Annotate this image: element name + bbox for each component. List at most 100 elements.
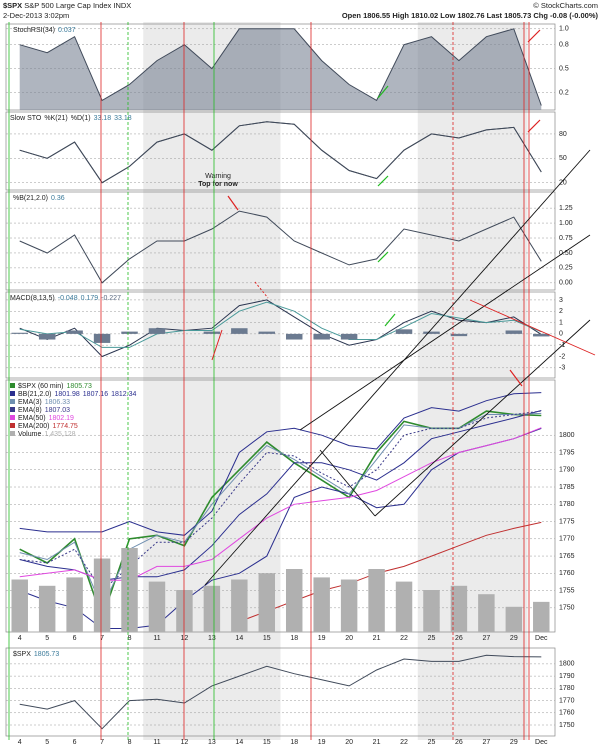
- y-tick-label: 0.5: [559, 65, 569, 72]
- last-label: Last: [487, 11, 503, 20]
- legend-entry: MACD(8,13,5) -0.048 0.179 -0.227: [10, 295, 121, 302]
- x-tick-label: 18: [290, 739, 298, 746]
- x-tick-label: 29: [510, 635, 518, 642]
- legend-value: 0.179: [81, 295, 99, 302]
- legend-swatch: [10, 391, 15, 396]
- histogram-bar: [231, 328, 248, 334]
- panel: 1750 1760 1770 1780 1790 1800 $SPX 1805.73 4 5 6 7 8…: [5, 647, 575, 746]
- x-tick-label: 18: [290, 635, 298, 642]
- x-tick-label: 5: [45, 635, 49, 642]
- x-tick-label: 15: [263, 739, 271, 746]
- y-tick-label: 1.00: [559, 220, 573, 227]
- y-tick-label: 1775: [559, 518, 575, 525]
- symbol: $SPX: [3, 1, 22, 10]
- y-tick-label: 1800: [559, 661, 575, 668]
- x-tick-label: 20: [345, 635, 353, 642]
- volume-bar: [66, 577, 83, 632]
- histogram-bar: [258, 331, 276, 334]
- legend-name: %K(21): [44, 115, 67, 122]
- panel-frame: [5, 379, 556, 633]
- x-tick-label: 26: [455, 635, 463, 642]
- y-tick-label: 1790: [559, 467, 575, 474]
- volume-bar: [121, 548, 138, 632]
- histogram-bar: [11, 332, 28, 334]
- legend-value: 1,435,128: [44, 431, 75, 438]
- x-tick-label: 27: [482, 635, 490, 642]
- histogram-bar: [93, 333, 111, 343]
- header-line-1: $SPX S&P 500 Large Cap Index INDX: [3, 1, 131, 10]
- x-tick-label: 13: [208, 739, 216, 746]
- x-tick-label: 8: [128, 635, 132, 642]
- legend-swatch: [10, 423, 15, 428]
- y-tick-label: 0.25: [559, 265, 573, 272]
- volume-bar: [478, 594, 495, 632]
- series-line: [19, 28, 542, 106]
- legend-value: 1812.34: [111, 391, 136, 398]
- annotation: Top for now: [198, 181, 238, 188]
- volume-bar: [395, 581, 413, 632]
- histogram-bar: [395, 329, 413, 334]
- series-line: [19, 301, 542, 348]
- x-tick-label: 19: [318, 635, 326, 642]
- volume-bar: [11, 579, 28, 632]
- y-tick-label: 1770: [559, 536, 575, 543]
- arrow: [527, 29, 541, 43]
- y-tick-label: 0.00: [559, 280, 573, 287]
- y-tick-label: 1780: [559, 501, 575, 508]
- volume-bar: [533, 601, 550, 632]
- histogram-bar: [450, 333, 468, 337]
- arrow: [384, 313, 396, 327]
- histogram-bar: [505, 330, 523, 334]
- series-line: [19, 210, 542, 284]
- legend-value: 33.18: [94, 115, 112, 122]
- credit: © StockCharts.com: [533, 1, 598, 10]
- legend-name: %D(1): [71, 115, 91, 122]
- legend-entry: Slow STO %K(21) %D(1) 33.18 33.18: [10, 115, 132, 122]
- panel: 0.00 0.25 0.50 0.75 1.00 1.25 %B(21,2.0) 0.36: [5, 191, 573, 291]
- y-tick-label: 0.2: [559, 89, 569, 96]
- panel-frame: [5, 647, 556, 737]
- y-tick-label: 2: [559, 308, 563, 315]
- last: 1805.73: [504, 11, 531, 20]
- trend-line: [319, 449, 376, 517]
- open: 1806.55: [363, 11, 390, 20]
- y-tick-label: 1755: [559, 587, 575, 594]
- volume-bar: [368, 569, 385, 632]
- arrow: [527, 119, 541, 133]
- y-tick-label: 1765: [559, 553, 575, 560]
- low: 1802.76: [457, 11, 484, 20]
- legend-entry: %B(21,2.0) 0.36: [13, 195, 65, 202]
- y-tick-label: 80: [559, 131, 567, 138]
- legend-entry: Volume 1,435,128: [18, 431, 76, 438]
- legend-name: StochRSI(34): [13, 27, 55, 34]
- y-tick-label: 50: [559, 155, 567, 162]
- y-tick-label: 0.8: [559, 42, 569, 49]
- y-tick-label: 1785: [559, 484, 575, 491]
- annotation: Warning: [205, 173, 231, 180]
- legend-entry: BB(21,2.0) 1801.98 1807.16 1812.34: [18, 391, 137, 398]
- y-tick-label: 1790: [559, 673, 575, 680]
- series-line: [19, 392, 542, 536]
- histogram-bar: [423, 331, 440, 334]
- legend-entry: EMA(8) 1807.03: [18, 407, 70, 414]
- x-tick-label: 6: [73, 635, 77, 642]
- series-line: [19, 299, 542, 358]
- x-tick-label: 4: [18, 739, 22, 746]
- volume-bar: [285, 569, 303, 632]
- y-tick-label: 0: [559, 331, 563, 338]
- legend-name: BB(21,2.0): [18, 391, 51, 398]
- x-tick-label: 26: [455, 739, 463, 746]
- legend-value: 1774.75: [53, 423, 78, 430]
- volume-bar: [231, 579, 248, 632]
- histogram-bar: [38, 333, 56, 340]
- y-tick-label: 1: [559, 319, 563, 326]
- histogram-bar: [148, 328, 166, 334]
- legend-name: $SPX: [13, 651, 31, 658]
- high: 1810.02: [411, 11, 438, 20]
- x-tick-label: 8: [128, 739, 132, 746]
- arrow: [211, 329, 223, 361]
- histogram-bar: [533, 333, 550, 337]
